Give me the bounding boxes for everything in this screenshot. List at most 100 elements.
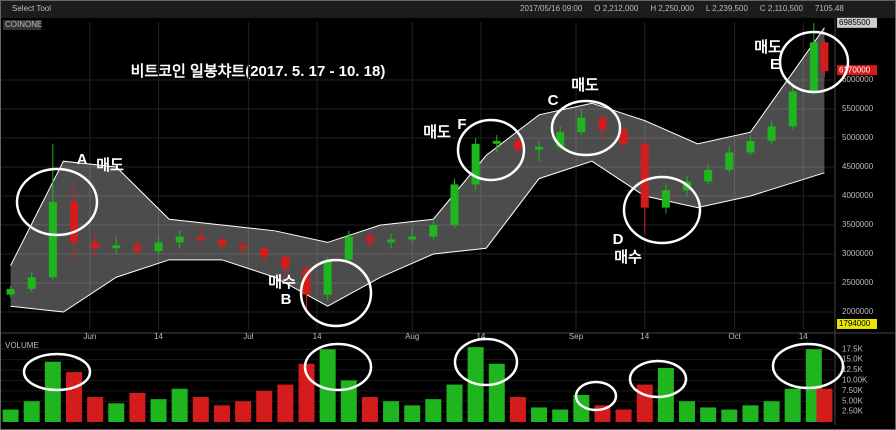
y-tick-label: 6000000 xyxy=(842,75,874,84)
y-tick-label: 2.50K xyxy=(842,407,864,416)
candle-body xyxy=(640,143,649,208)
circle xyxy=(456,118,526,182)
x-tick-label: 14 xyxy=(640,332,649,341)
annotation-text: 매도 xyxy=(754,39,782,56)
source-label: COINONE xyxy=(5,20,42,29)
info-item: C 2,110,500 xyxy=(760,4,804,13)
volume-bar xyxy=(679,401,696,422)
candle-body xyxy=(69,201,78,243)
price-tag xyxy=(837,17,877,28)
chart-title: 비트코인 일봉챠트(2017. 5. 17 - 10. 18) xyxy=(131,62,386,80)
info-item: O 2,212,000 xyxy=(594,4,639,13)
candle-body xyxy=(704,169,713,182)
info-bar: 2017/05/16 09:00 O 2,212,000 H 2,250,000 L … xyxy=(520,4,844,13)
volume-bar xyxy=(277,384,294,422)
candle-body xyxy=(323,259,332,295)
candle-body xyxy=(513,140,522,150)
annotation-text: 매도 xyxy=(96,157,124,174)
annotation-text: 매수 xyxy=(614,249,642,266)
candle-body xyxy=(746,140,755,153)
candle-body xyxy=(767,126,776,141)
annotation-letter: F xyxy=(457,116,466,133)
volume-bar xyxy=(404,405,421,422)
volume-bar xyxy=(636,384,653,422)
volume-bar xyxy=(816,388,833,422)
volume-bar xyxy=(657,367,674,422)
circle xyxy=(628,359,688,399)
candle-body xyxy=(133,245,142,252)
price-tag-label: 6985500 xyxy=(839,18,871,27)
candle-body xyxy=(619,129,628,144)
volume-bar xyxy=(340,380,357,422)
annotation-letter: E xyxy=(770,56,780,73)
volume-bar xyxy=(615,409,632,422)
band-line xyxy=(10,160,825,313)
volume-bar xyxy=(531,407,548,422)
candle-body xyxy=(112,245,121,249)
annotation-text: 매도 xyxy=(423,124,451,141)
volume-label: VOLUME xyxy=(5,341,39,350)
x-tick-label: 14 xyxy=(313,332,322,341)
select-tool[interactable]: Select Tool xyxy=(12,4,51,13)
volume-bar xyxy=(192,397,209,422)
volume-bar xyxy=(784,388,801,422)
volume-bar xyxy=(446,384,463,422)
y-tick-label: 5.00K xyxy=(842,396,864,405)
candle-body xyxy=(27,277,36,289)
volume-bar xyxy=(425,399,442,422)
circle xyxy=(778,30,850,94)
circle xyxy=(574,380,618,412)
x-tick-label: Sep xyxy=(569,332,584,341)
annotation-letter: B xyxy=(281,291,292,308)
y-tick-label: 7.50K xyxy=(842,386,864,395)
volume-bar xyxy=(700,407,717,422)
annotation-text: 매수 xyxy=(268,274,296,291)
candle-body xyxy=(535,146,544,150)
volume-bar xyxy=(319,349,336,422)
y-tick-label: 2500000 xyxy=(842,278,874,287)
circle xyxy=(15,167,99,237)
candle-body xyxy=(344,236,353,260)
x-tick-label: 14 xyxy=(799,332,808,341)
x-tick-label: 14 xyxy=(476,332,485,341)
band-line xyxy=(10,27,825,266)
volume-bar xyxy=(171,388,188,422)
volume-bar xyxy=(256,390,273,422)
circle xyxy=(22,352,92,392)
candle-body xyxy=(577,117,586,133)
y-tick-label: 5500000 xyxy=(842,104,874,113)
volume-bar xyxy=(44,361,61,422)
y-tick-label: 5000000 xyxy=(842,133,874,142)
price-tag xyxy=(837,65,877,76)
volume-bar xyxy=(108,403,125,422)
info-item: 7105.48 xyxy=(815,4,844,13)
circle xyxy=(299,258,373,328)
volume-bar xyxy=(150,399,167,422)
annotation-text: 매도 xyxy=(571,77,599,94)
x-tick-label: 14 xyxy=(154,332,163,341)
volume-bar xyxy=(488,363,505,422)
toolbar xyxy=(0,0,896,18)
y-tick-label: 4500000 xyxy=(842,162,874,171)
candle-body xyxy=(239,245,248,249)
candle-body xyxy=(260,248,269,257)
circle xyxy=(550,99,622,157)
circle xyxy=(303,342,373,392)
candle-body xyxy=(450,184,459,226)
circle xyxy=(622,175,702,245)
annotation-circles xyxy=(15,30,850,412)
candle-body xyxy=(471,143,480,185)
candle-body xyxy=(48,201,57,278)
band-area xyxy=(10,27,825,313)
candle-body xyxy=(196,236,205,240)
annotation-letter: D xyxy=(613,231,624,248)
candle-body xyxy=(492,140,501,144)
annotation-letter: A xyxy=(77,151,88,168)
annotation-letter: C xyxy=(548,92,559,109)
candle-body xyxy=(175,236,184,243)
y-tick-label: 3500000 xyxy=(842,220,874,229)
volume-bar xyxy=(213,405,230,422)
x-tick-label: Jun xyxy=(83,332,96,341)
